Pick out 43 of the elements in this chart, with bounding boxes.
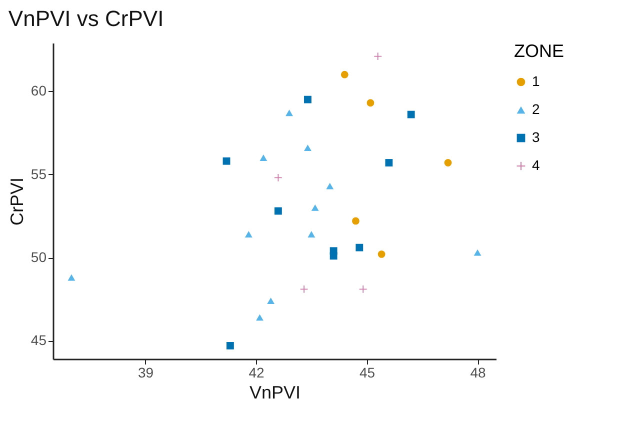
point xyxy=(311,204,319,211)
x-tick-label: 42 xyxy=(248,364,265,380)
point xyxy=(304,144,312,151)
point xyxy=(359,285,367,293)
x-tick-label: 48 xyxy=(470,364,486,380)
point xyxy=(300,285,308,293)
legend-label: 4 xyxy=(532,157,540,173)
point xyxy=(444,159,452,166)
x-tick-label: 39 xyxy=(138,364,154,380)
legend-label: 1 xyxy=(532,73,540,89)
point xyxy=(260,154,268,161)
y-tick-label: 45 xyxy=(30,332,47,348)
chart-title: VnPVI vs CrPVI xyxy=(8,6,164,31)
point xyxy=(222,157,230,165)
legend-title: ZONE xyxy=(514,41,564,61)
legend-label: 3 xyxy=(532,129,540,145)
point xyxy=(267,298,275,304)
point xyxy=(304,96,312,104)
point xyxy=(374,52,382,60)
point xyxy=(378,250,386,258)
point xyxy=(308,231,316,238)
x-tick-label: 45 xyxy=(360,364,376,380)
point xyxy=(326,182,334,190)
point xyxy=(356,244,364,252)
point xyxy=(340,70,348,78)
y-tick-label: 55 xyxy=(30,166,47,182)
point xyxy=(474,249,482,256)
point xyxy=(256,314,264,321)
point xyxy=(407,110,415,118)
legend-label: 2 xyxy=(532,101,540,117)
point xyxy=(274,207,282,215)
point xyxy=(244,231,252,238)
point xyxy=(352,217,360,225)
point xyxy=(68,274,76,281)
y-tick-label: 50 xyxy=(30,249,47,266)
x-axis-title: VnPVI xyxy=(249,382,301,402)
point xyxy=(366,99,374,107)
point xyxy=(226,342,234,350)
y-tick-label: 60 xyxy=(30,82,47,99)
y-axis-title: CrPVI xyxy=(6,177,27,226)
point xyxy=(330,252,338,260)
point xyxy=(286,110,293,116)
point xyxy=(385,159,393,166)
